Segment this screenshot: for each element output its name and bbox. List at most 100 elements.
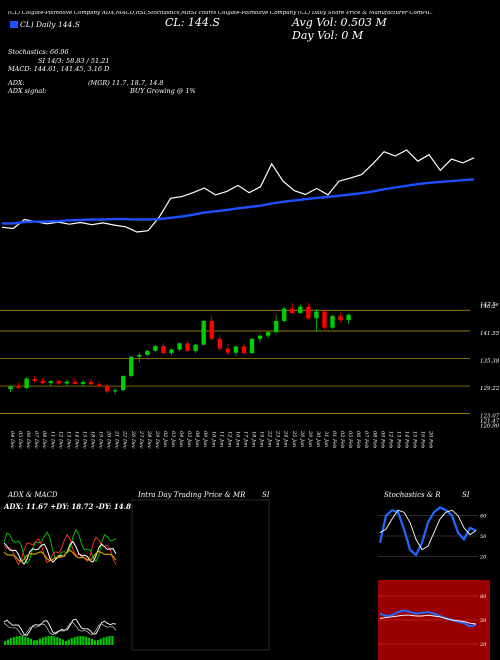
date-label: 04 Dec xyxy=(9,431,15,449)
macd-histogram-bar xyxy=(73,637,76,645)
adx-panel-title: ADX & MACD xyxy=(8,491,58,499)
macd-histogram-bar xyxy=(27,637,30,645)
macd-histogram-bar xyxy=(85,636,88,645)
moving-average-line xyxy=(2,178,475,225)
candle-body xyxy=(16,387,21,389)
macd-histogram-bar xyxy=(102,637,105,645)
date-label: 21 Dec xyxy=(114,430,120,449)
si-value: SI 14/3: 58.83 / 51.21 xyxy=(38,57,110,65)
adx-signal-value: BUY Growing @ 1% xyxy=(130,87,196,95)
macd-histogram-bar xyxy=(56,637,59,645)
date-label: 13 Feb xyxy=(395,431,401,448)
intraday-panel-title: Intra Day Trading Price & MR xyxy=(138,491,246,499)
macd-histogram-bar xyxy=(111,636,114,645)
macd-histogram-bar xyxy=(76,636,79,645)
candle-body xyxy=(338,316,343,321)
candle-body xyxy=(64,381,70,384)
macd-histogram-bar xyxy=(33,640,36,645)
plus-di-line xyxy=(3,528,117,565)
rsi-tick-label: 80 xyxy=(480,594,487,600)
date-label: 06 Dec xyxy=(25,431,31,449)
price-label: 129.22 xyxy=(480,386,500,392)
rsi-tick-label: 50 xyxy=(480,618,487,624)
stoch-tick-label: 50 xyxy=(480,534,487,540)
date-label: 12 Feb xyxy=(387,431,393,448)
candle-body xyxy=(257,335,263,339)
price-label: 141.55 xyxy=(480,331,500,337)
macd-signal-line xyxy=(3,622,117,637)
date-label: 06 Feb xyxy=(355,431,361,448)
candle-body xyxy=(233,346,239,353)
candle-body xyxy=(225,348,231,353)
candle-body xyxy=(80,382,86,384)
candle-body xyxy=(8,386,13,390)
candle-body xyxy=(24,378,29,388)
date-label: 05 Feb xyxy=(347,431,353,448)
date-label: 09 Feb xyxy=(379,431,385,448)
date-label: 02 Feb xyxy=(339,431,345,448)
stoch-k-line xyxy=(378,506,477,557)
date-label: 13 Dec xyxy=(65,431,71,449)
date-label: 05 Dec xyxy=(17,431,23,449)
candle-body xyxy=(201,320,206,345)
candle-body xyxy=(88,382,94,385)
macd-histogram-bar xyxy=(4,641,7,645)
date-label: 04 Jan xyxy=(178,431,184,447)
date-label: 19 Dec xyxy=(98,431,104,449)
candle-body xyxy=(249,338,255,354)
date-label: 20 Dec xyxy=(106,430,112,449)
date-label: 17 Jan xyxy=(242,431,248,447)
price-label: 120.90 xyxy=(480,424,500,430)
macd-histogram-bar xyxy=(79,636,82,645)
left-label: CL) Daily xyxy=(20,20,56,29)
adx-signal-label: ADX signal: xyxy=(8,87,47,95)
mrsi-line xyxy=(379,614,477,625)
macd-histogram-bar xyxy=(96,640,99,645)
candle-body xyxy=(56,381,61,384)
candle-body xyxy=(290,308,295,313)
candle-body xyxy=(209,320,214,339)
macd-value: MACD: 144.61, 141.45, 3.16 D xyxy=(8,65,110,73)
candle-body xyxy=(104,386,110,392)
adx-panel-values: ADX: 11.67 +DY: 18.72 -DY: 14.8 xyxy=(4,502,131,511)
date-label: 27 Dec xyxy=(138,430,144,449)
date-label: 15 Feb xyxy=(412,431,418,448)
macd-line xyxy=(3,618,117,636)
candle-body xyxy=(137,354,142,357)
macd-histogram-bar xyxy=(9,638,12,645)
macd-histogram-bar xyxy=(41,637,44,645)
date-label: 29 Dec xyxy=(154,430,160,449)
candle-body xyxy=(169,349,174,354)
date-label: 05 Jan xyxy=(186,431,192,447)
macd-histogram-bar xyxy=(67,639,70,645)
macd-histogram-bar xyxy=(99,638,102,645)
macd-histogram-bar xyxy=(12,637,15,645)
left-value: 144.S xyxy=(58,20,80,29)
macd-histogram-bar xyxy=(91,638,94,645)
date-label: 16 Feb xyxy=(420,431,426,448)
minus-di-line xyxy=(3,533,117,566)
candle-body xyxy=(32,379,37,381)
candle-body xyxy=(322,311,327,328)
date-label: 12 Dec xyxy=(57,431,63,449)
candle-body xyxy=(121,375,126,391)
macd-histogram-bar xyxy=(105,636,108,645)
price-label: 147.5s xyxy=(480,302,499,308)
close-price-line xyxy=(1,149,475,233)
date-label: 08 Dec xyxy=(41,431,47,449)
date-label: 15 Dec xyxy=(81,431,87,449)
date-label: 16 Jan xyxy=(234,431,240,447)
stoch-tick-label: 80 xyxy=(480,514,487,520)
date-label: 11 Dec xyxy=(49,431,55,449)
date-label: 18 Dec xyxy=(90,431,96,449)
header-line: (CL) Colgate-Palmolive Company ADX,MACD,… xyxy=(8,11,433,16)
date-label: 07 Feb xyxy=(363,431,369,448)
macd-histogram-bar xyxy=(62,639,65,645)
date-label: 26 Jan xyxy=(299,430,305,447)
macd-histogram-bar xyxy=(18,636,21,645)
date-label: 19 Jan xyxy=(259,431,265,447)
stoch-d-line xyxy=(379,509,477,551)
candle-body xyxy=(265,332,271,336)
candle-body xyxy=(145,350,150,355)
candle-body xyxy=(112,390,118,392)
